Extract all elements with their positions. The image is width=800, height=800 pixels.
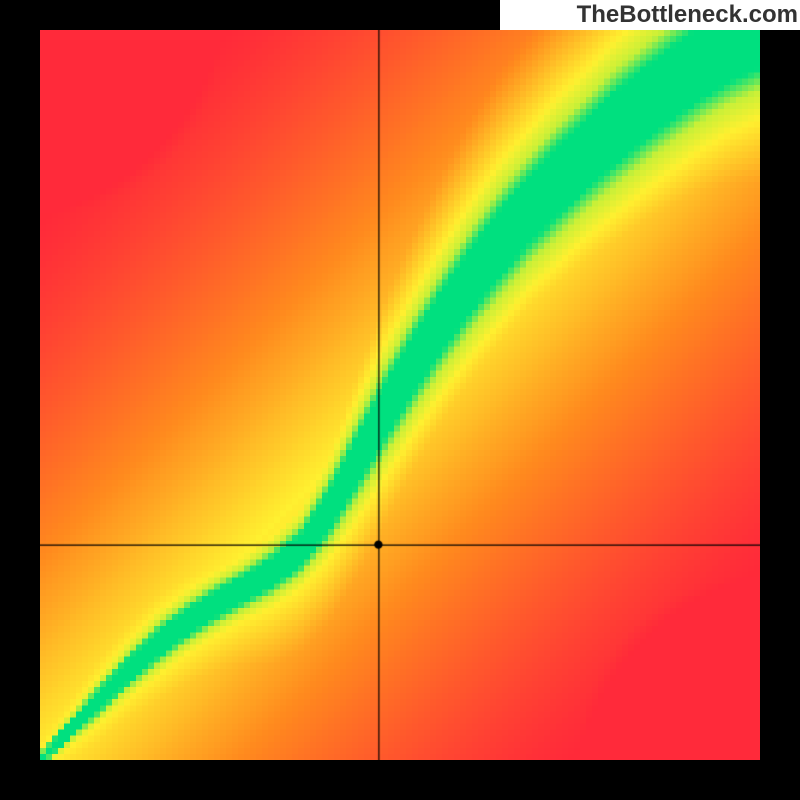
watermark-label: TheBottleneck.com	[500, 0, 800, 30]
chart-container: TheBottleneck.com	[0, 0, 800, 800]
crosshair-overlay	[40, 30, 760, 760]
